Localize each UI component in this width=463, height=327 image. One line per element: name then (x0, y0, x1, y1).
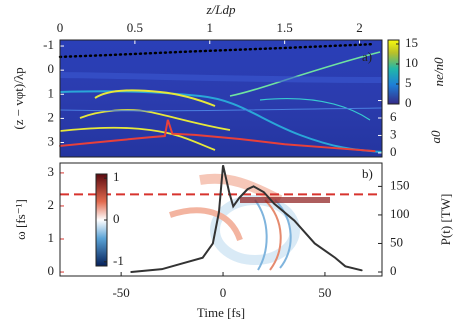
colorbar-label: ne/n0 (431, 57, 446, 86)
x-axis-label: z/Ldp (206, 2, 236, 17)
density-map (59, 40, 383, 157)
x-tick-label: 1.5 (277, 20, 293, 35)
y-axis-label: (z − vφt)/λp (11, 67, 26, 129)
y2-tick-label: 6 (390, 109, 397, 124)
y-tick-label: -1 (43, 37, 54, 52)
y-tick-label: 0 (48, 61, 55, 76)
colorbar-tick-label: -1 (113, 253, 124, 268)
y2-tick-label: 0 (390, 263, 397, 278)
x-tick-label: 0 (57, 20, 64, 35)
y2-axis-label: P(t) [TW] (438, 194, 453, 246)
x-tick-label: 2 (356, 20, 363, 35)
plot-frame (59, 39, 383, 158)
y2-tick-label: 150 (390, 177, 410, 192)
y-axis-label: ω [fs⁻¹] (13, 199, 28, 240)
y2-tick-label: 100 (390, 206, 410, 221)
colorbar (387, 39, 400, 105)
x-tick-label: -50 (112, 285, 129, 300)
y2-tick-label: 3 (390, 126, 397, 141)
y-tick-label: 2 (48, 109, 55, 124)
y2-tick-label: 0 (390, 144, 397, 159)
x-tick-label: 50 (318, 285, 331, 300)
x-tick-label: 0.5 (127, 20, 143, 35)
colorbar-tick-label: 0 (113, 211, 120, 226)
y2-axis-label: a0 (428, 130, 443, 144)
colorbar-tick-label: 0 (405, 95, 412, 110)
x-tick-label: 0 (220, 285, 227, 300)
y-tick-label: 2 (48, 197, 55, 212)
series-line (59, 119, 376, 153)
panel-label: b) (362, 166, 373, 181)
x-axis-label: Time [fs] (197, 305, 245, 320)
y-tick-label: 1 (48, 230, 55, 245)
x-tick-label: 1 (207, 20, 214, 35)
series-line (130, 165, 363, 274)
panel-label: a) (362, 49, 372, 64)
plot-frame (59, 162, 383, 277)
colorbar-tick-label: 10 (405, 55, 418, 70)
y-tick-label: 3 (48, 164, 55, 179)
y-tick-label: 1 (48, 85, 55, 100)
colorbar-tick-label: 15 (405, 35, 418, 50)
y-tick-label: 3 (48, 134, 55, 149)
colorbar-tick-label: 5 (405, 75, 412, 90)
y-tick-label: 0 (48, 263, 55, 278)
y2-tick-label: 50 (390, 234, 403, 249)
colorbar-tick-label: 1 (113, 169, 120, 184)
